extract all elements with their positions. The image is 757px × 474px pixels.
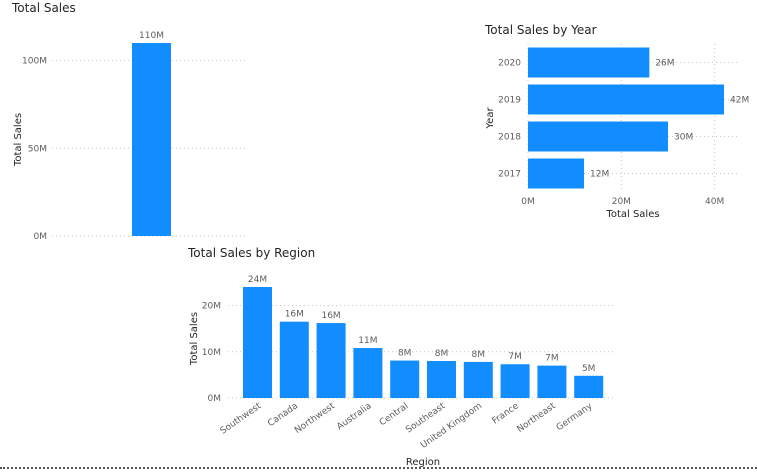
chart-title-sales-by-year: Total Sales by Year bbox=[485, 23, 597, 37]
y-tick-label: 20M bbox=[202, 302, 221, 312]
bar bbox=[243, 287, 272, 398]
chart-title-sales-by-region: Total Sales by Region bbox=[188, 246, 316, 260]
bar bbox=[279, 321, 309, 398]
data-label: 26M bbox=[655, 59, 674, 69]
data-label: 7M bbox=[545, 354, 559, 364]
y-tick-label: 100M bbox=[22, 57, 47, 67]
bar bbox=[427, 361, 456, 398]
x-tick-label: 0M bbox=[521, 197, 535, 207]
x-tick-label: Canada bbox=[266, 401, 300, 429]
bar bbox=[353, 348, 383, 398]
x-tick-label: France bbox=[491, 401, 522, 427]
y-tick-label: 0M bbox=[208, 394, 222, 404]
y-tick-label: 0M bbox=[34, 232, 48, 242]
page-divider bbox=[0, 467, 757, 469]
data-label: 5M bbox=[582, 364, 596, 374]
data-label: 24M bbox=[248, 275, 267, 285]
x-tick-label: Central bbox=[378, 401, 411, 428]
data-label: 16M bbox=[285, 310, 304, 320]
x-tick-label: Northeast bbox=[515, 401, 558, 435]
x-tick-label: Northwest bbox=[293, 401, 337, 436]
x-tick-label: Australia bbox=[335, 401, 373, 432]
x-tick-label: 40M bbox=[705, 197, 724, 207]
y-axis-title: Total Sales bbox=[13, 113, 24, 167]
data-label: 42M bbox=[730, 96, 749, 106]
bar bbox=[390, 360, 420, 398]
y-axis-title: Total Sales bbox=[189, 312, 200, 366]
data-label: 16M bbox=[321, 311, 340, 321]
bar bbox=[463, 361, 493, 398]
y-tick-label: 10M bbox=[202, 348, 221, 358]
y-tick-label: 2019 bbox=[498, 96, 521, 106]
bar bbox=[316, 323, 346, 398]
x-axis-title: Region bbox=[406, 457, 440, 468]
y-tick-label: 50M bbox=[28, 144, 47, 154]
bar bbox=[528, 84, 724, 115]
x-tick-label: 20M bbox=[612, 197, 631, 207]
bar bbox=[500, 364, 530, 398]
x-tick-label: Southwest bbox=[219, 401, 264, 437]
x-tick-label: United Kingdom bbox=[419, 401, 484, 451]
bar bbox=[528, 158, 584, 189]
bar bbox=[528, 47, 650, 78]
bar bbox=[574, 375, 604, 398]
y-tick-label: 2018 bbox=[498, 133, 521, 143]
data-label: 7M bbox=[508, 352, 522, 362]
data-label: 30M bbox=[674, 133, 693, 143]
y-tick-label: 2020 bbox=[498, 59, 521, 69]
data-label: 8M bbox=[435, 349, 449, 359]
x-tick-label: Germany bbox=[555, 401, 595, 433]
data-label: 8M bbox=[398, 349, 412, 359]
bar bbox=[528, 121, 668, 152]
data-label: 11M bbox=[358, 336, 377, 346]
data-label: 110M bbox=[139, 31, 164, 41]
x-axis-title: Total Sales bbox=[605, 209, 659, 220]
bar bbox=[132, 43, 171, 236]
chart-title-total-sales: Total Sales bbox=[12, 1, 76, 15]
bar bbox=[537, 365, 567, 398]
y-tick-label: 2017 bbox=[498, 170, 521, 180]
data-label: 12M bbox=[590, 170, 609, 180]
y-axis-title: Year bbox=[485, 107, 496, 130]
data-label: 8M bbox=[472, 350, 486, 360]
